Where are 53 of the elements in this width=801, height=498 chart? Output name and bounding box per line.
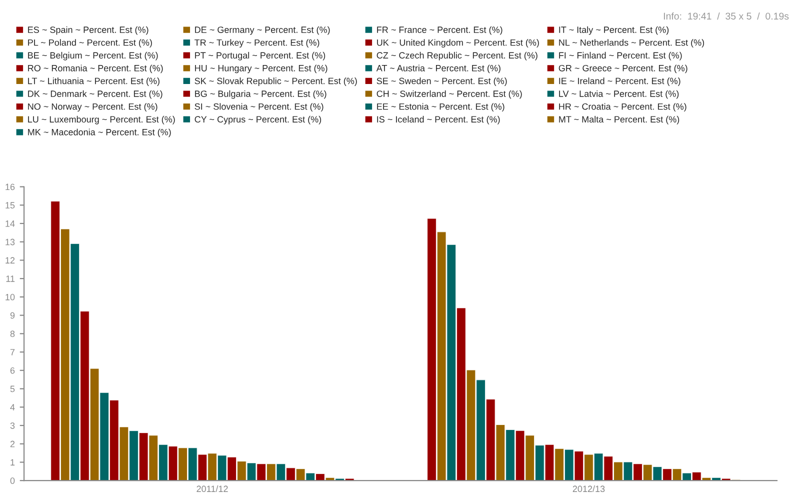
legend-label: HR ~ Croatia ~ Percent. Est (%) [559,103,686,112]
legend-label: SE ~ Sweden ~ Percent. Est (%) [376,78,507,86]
legend-label: ES ~ Spain ~ Percent. Est (%) [28,26,148,35]
y-tick-label: 15 [6,202,15,208]
y-tick-label: 8 [10,330,15,338]
y-tick-label: 16 [6,184,15,190]
legend-label: AT ~ Austria ~ Percent. Est (%) [376,64,500,74]
legend-label: CH ~ Switzerland ~ Percent. Est (%) [376,90,522,99]
legend-label: BG ~ Bulgaria ~ Percent. Est (%) [195,90,326,99]
y-tick-label: 4 [10,404,15,410]
legend-label: CZ ~ Czech Republic ~ Percent. Est (%) [376,52,538,60]
legend-label: BE ~ Belgium ~ Percent. Est (%) [28,52,158,60]
legend-label: LV ~ Latvia ~ Percent. Est (%) [559,90,679,99]
y-tick-label: 2 [10,440,15,448]
legend-label: NL ~ Netherlands ~ Percent. Est (%) [559,39,704,48]
x-tick-label: 2011/12 [196,485,228,492]
legend-label: TR ~ Turkey ~ Percent. Est (%) [194,39,320,48]
y-tick-label: 13 [6,238,15,246]
legend-label: UK ~ United Kingdom ~ Percent. Est (%) [377,39,539,48]
legend-label: FI ~ Finland ~ Percent. Est (%) [559,52,682,60]
y-tick-label: 5 [10,386,15,392]
legend-label: NO ~ Norway ~ Percent. Est (%) [28,103,158,112]
y-tick-label: 10 [6,294,15,300]
x-tick-label: 2012/13 [572,485,605,492]
legend-label: IT ~ Italy ~ Percent. Est (%) [559,26,669,35]
legend-label: MT ~ Malta ~ Percent. Est (%) [559,116,680,124]
legend-label: FR ~ France ~ Percent. Est (%) [377,26,502,35]
legend-label: LU ~ Luxembourg ~ Percent. Est (%) [28,116,175,124]
legend-label: IS ~ Iceland ~ Percent. Est (%) [377,116,500,124]
y-tick-label: 14 [6,220,15,227]
legend-label: RO ~ Romania ~ Percent. Est (%) [28,64,163,74]
legend-label: SI ~ Slovenia ~ Percent. Est (%) [194,103,324,112]
legend-label: CY ~ Cyprus ~ Percent. Est (%) [194,116,322,124]
y-tick-label: 1 [10,459,15,466]
y-tick-label: 11 [6,276,15,282]
text: Info: 19:41 / 35 x 5 / 0.19s [664,12,789,20]
legend-label: IE ~ Ireland ~ Percent. Est (%) [559,78,680,86]
y-tick-label: 7 [10,349,15,356]
legend-label: EE ~ Estonia ~ Percent. Est (%) [377,103,504,112]
legend-label: LT ~ Lithuania ~ Percent. Est (%) [28,78,160,86]
y-tick-label: 3 [10,422,15,429]
legend-label: MK ~ Macedonia ~ Percent. Est (%) [28,128,171,138]
legend-label: DK ~ Denmark ~ Percent. Est (%) [28,90,162,99]
legend-label: SK ~ Slovak Republic ~ Percent. Est (%) [194,78,357,86]
y-tick-label: 9 [10,312,15,319]
legend-label: PT ~ Portugal ~ Percent. Est (%) [195,52,326,60]
y-tick-label: 12 [6,257,15,264]
legend-label: PL ~ Poland ~ Percent. Est (%) [28,39,152,48]
legend-label: DE ~ Germany ~ Percent. Est (%) [195,26,330,35]
y-tick-label: 0 [10,478,15,484]
legend-label: GR ~ Greece ~ Percent. Est (%) [558,64,688,74]
legend-label: HU ~ Hungary ~ Percent. Est (%) [195,64,328,74]
y-tick-label: 6 [10,367,15,374]
